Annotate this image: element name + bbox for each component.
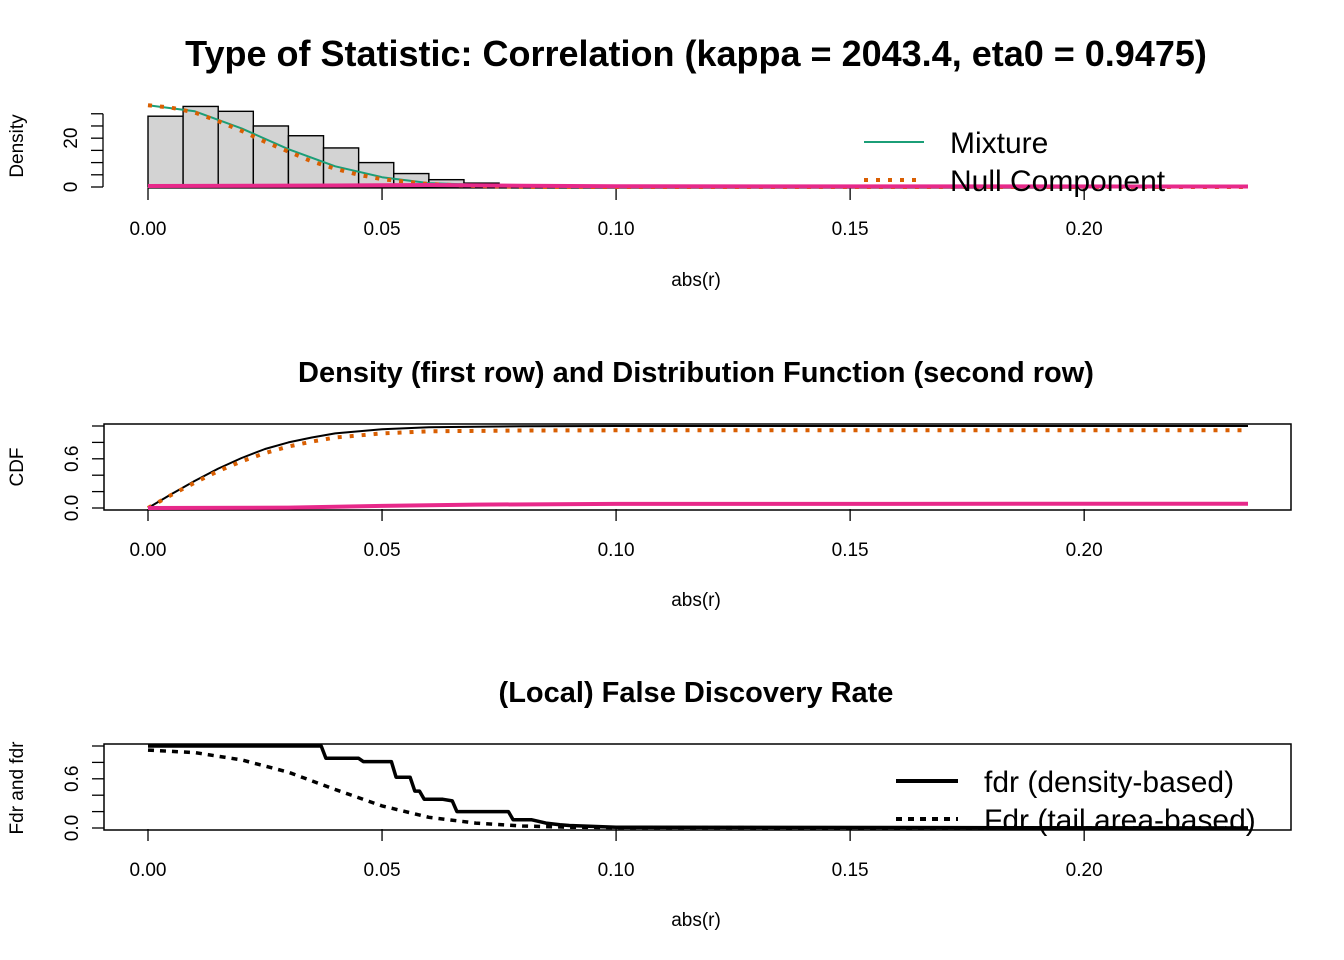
x-axis: 0.00 0.05 0.10 0.15 0.20 bbox=[130, 187, 1103, 240]
plot-frame bbox=[103, 423, 1292, 511]
y-tick-label: 0.6 bbox=[62, 766, 83, 792]
x-axis-label: abs(r) bbox=[671, 910, 721, 931]
x-tick-label: 0.15 bbox=[832, 219, 869, 240]
x-tick-label: 0.00 bbox=[130, 219, 167, 240]
plot-frame bbox=[103, 743, 1292, 831]
x-tick-label: 0.10 bbox=[598, 219, 635, 240]
series-line-1 bbox=[147, 428, 1248, 510]
x-tick-label: 0.15 bbox=[832, 860, 869, 881]
x-tick-label: 0.05 bbox=[364, 860, 401, 881]
y-tick-label: 0.0 bbox=[62, 815, 83, 841]
plot-area: 0.00 0.05 0.10 0.15 0.20 0.0 0.6 bbox=[62, 425, 1249, 561]
plot-area: 0.00 0.05 0.10 0.15 0.20 0 20 bbox=[61, 103, 1249, 240]
panel-density-histogram: Type of Statistic: Correlation (kappa = … bbox=[7, 33, 1249, 291]
legend-label-Fdr: Fdr (tail area-based) bbox=[984, 804, 1256, 837]
panel-fdr: (Local) False Discovery Rate 0.00 0.05 0.1… bbox=[7, 677, 1292, 931]
x-tick-label: 0.05 bbox=[364, 540, 401, 561]
series-line-fdr-density-based bbox=[148, 744, 1249, 830]
series-line-2 bbox=[147, 183, 1249, 189]
series-line-0 bbox=[147, 425, 1248, 509]
y-axis: 0.0 0.6 bbox=[62, 745, 104, 841]
x-tick-label: 0.15 bbox=[832, 540, 869, 561]
histogram-bar bbox=[182, 105, 219, 188]
y-axis-label: Fdr and fdr bbox=[7, 741, 28, 835]
x-axis: 0.00 0.05 0.10 0.15 0.20 bbox=[130, 829, 1103, 881]
chart-title: Type of Statistic: Correlation (kappa = … bbox=[185, 33, 1207, 74]
x-tick-label: 0.00 bbox=[130, 540, 167, 561]
y-axis: 0 20 bbox=[61, 113, 104, 193]
y-tick-label: 0.0 bbox=[62, 495, 83, 521]
panel-cdf: Density (first row) and Distribution Fun… bbox=[7, 357, 1292, 611]
y-axis-label: Density bbox=[7, 114, 28, 178]
legend: Mixture Null Component bbox=[864, 127, 1166, 198]
chart-title: Density (first row) and Distribution Fun… bbox=[298, 357, 1094, 389]
y-tick-label: 20 bbox=[61, 128, 82, 149]
x-axis-label: abs(r) bbox=[671, 590, 721, 611]
legend-label-fdr: fdr (density-based) bbox=[984, 766, 1234, 799]
series-line-2 bbox=[147, 501, 1249, 510]
series-line-fdr-tail-area-based bbox=[147, 748, 1249, 830]
x-tick-label: 0.10 bbox=[598, 860, 635, 881]
histogram-bar bbox=[147, 115, 184, 188]
y-tick-label: 0 bbox=[61, 182, 82, 193]
x-tick-label: 0.20 bbox=[1066, 219, 1103, 240]
x-tick-label: 0.10 bbox=[598, 540, 635, 561]
x-axis: 0.00 0.05 0.10 0.15 0.20 bbox=[130, 509, 1103, 561]
y-axis: 0.0 0.6 bbox=[62, 425, 104, 521]
legend-label-mixture: Mixture bbox=[950, 127, 1048, 160]
legend: fdr (density-based) Fdr (tail area-based… bbox=[896, 766, 1256, 837]
x-tick-label: 0.05 bbox=[364, 219, 401, 240]
y-axis-label: CDF bbox=[7, 447, 28, 486]
x-tick-label: 0.20 bbox=[1066, 540, 1103, 561]
plot-area: 0.00 0.05 0.10 0.15 0.20 0.0 0.6 bbox=[62, 744, 1249, 881]
x-axis-label: abs(r) bbox=[671, 270, 721, 291]
chart-title: (Local) False Discovery Rate bbox=[499, 677, 894, 709]
x-tick-label: 0.00 bbox=[130, 860, 167, 881]
legend-label-null-component: Null Component bbox=[950, 165, 1166, 198]
y-tick-label: 0.6 bbox=[62, 446, 83, 472]
x-tick-label: 0.20 bbox=[1066, 860, 1103, 881]
